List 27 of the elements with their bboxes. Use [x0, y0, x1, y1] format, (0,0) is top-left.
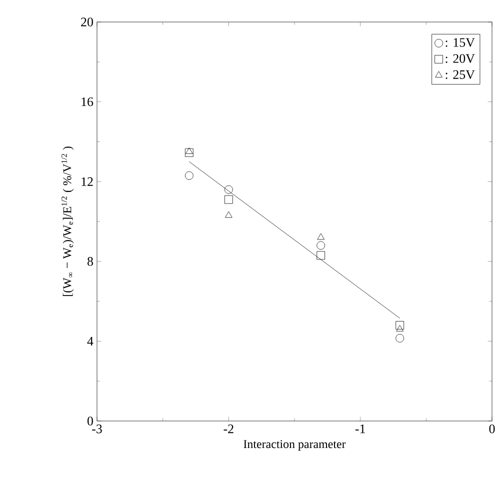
x-tick-label: -2: [224, 424, 234, 434]
y-tick-label: 16: [82, 97, 94, 106]
y-tick-label: 8: [88, 257, 93, 266]
point: [316, 241, 326, 250]
point: [396, 334, 404, 342]
x-tick-label: -1: [355, 424, 365, 434]
x-tick-label: -3: [92, 424, 102, 434]
legend-label: : 15V: [446, 38, 475, 47]
point: [396, 321, 404, 330]
text: [(W$_{∞}$ − W$_{e}$)/W$_{e}$]/E$^{1/2}$ ( %/V$^{1/2}$ ): [62, 146, 74, 296]
y-tick-label: 20: [81, 18, 93, 26]
point: [184, 171, 194, 180]
y-tick-label: 12: [82, 177, 93, 186]
point: [225, 211, 232, 218]
point: [186, 147, 193, 154]
x-tick-label: 0: [489, 424, 495, 434]
point: [396, 325, 404, 332]
y-tick-label: 4: [87, 336, 94, 346]
point: [184, 148, 194, 157]
point: [316, 251, 326, 260]
legend-label: : 20V: [446, 54, 475, 63]
y-tick-label: 0: [88, 416, 93, 426]
point: [224, 195, 233, 204]
x-axis-title: Interaction parameter: [244, 440, 346, 451]
point: [317, 233, 324, 240]
point: [224, 185, 233, 194]
legend-label: : 25V: [446, 70, 475, 80]
